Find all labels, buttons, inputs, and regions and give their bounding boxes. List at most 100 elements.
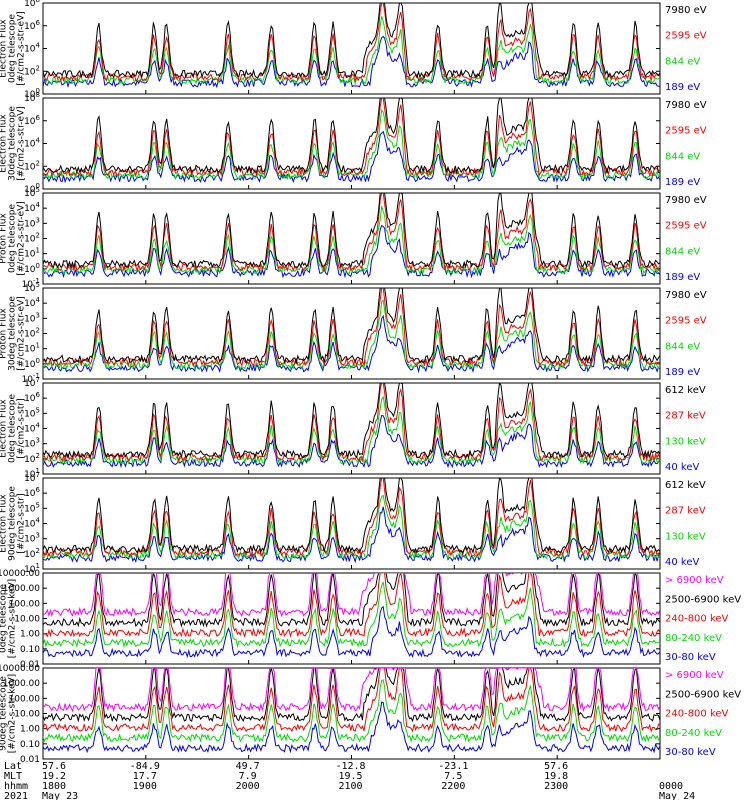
y-tick-label: 105	[24, 186, 40, 199]
series-line	[43, 383, 660, 463]
legend-entry: 7980 eV	[665, 195, 707, 206]
series-layer	[43, 98, 660, 184]
legend-entry: 2595 eV	[665, 316, 707, 327]
panel-6: 101 102 103 104 105 106 107 MEPEDElectron Flux9…	[0, 471, 706, 575]
y-tick-label: 100.00	[9, 599, 41, 609]
series-line	[43, 668, 660, 733]
y-tick-label: 102	[24, 159, 40, 172]
series-line	[43, 679, 660, 744]
y-axis-label: 90deg telescope[#/cm2-s-str-keV]	[0, 674, 18, 753]
y-tick-label: 10-1	[22, 277, 40, 290]
series-line	[43, 193, 660, 269]
x-tick-label: 2000	[236, 781, 260, 792]
series-line	[43, 478, 660, 558]
y-tick-label: 100	[24, 182, 40, 195]
legend-entry: 30-80 keV	[665, 652, 716, 663]
series-layer	[43, 668, 660, 754]
y-tick-label: 102	[24, 327, 40, 340]
series-line	[43, 668, 660, 723]
legend-entry: 240-800 keV	[665, 614, 729, 625]
y-tick-label: 107	[24, 376, 40, 389]
legend-entry: 189 eV	[665, 272, 700, 283]
y-tick-label: 108	[24, 91, 40, 104]
panel-1: 100 102 104 106 108 TEDElectron Flux0deg tele…	[0, 0, 707, 100]
y-tick-label: 10.00	[14, 615, 40, 625]
x-tick-label: 19.5	[338, 771, 362, 782]
x-tick-label: 1900	[133, 781, 157, 792]
series-line	[43, 98, 660, 175]
y-tick-label: 0.01	[20, 660, 40, 670]
series-line	[43, 193, 660, 273]
y-tick-label: 101	[24, 467, 40, 480]
x-row-label: Lat	[4, 761, 22, 772]
y-axis-label: MEPEDElectron Flux0deg telescope[#/cm2-s…	[0, 394, 27, 464]
series-line	[43, 108, 660, 181]
y-tick-label: 10000.00	[0, 664, 40, 674]
y-tick-label: 1.00	[20, 630, 40, 640]
y-tick-label: 104	[24, 422, 40, 435]
series-layer	[43, 193, 660, 279]
series-layer	[43, 3, 660, 89]
legend-entry: 287 keV	[665, 506, 706, 517]
series-layer	[43, 383, 660, 469]
y-tick-label: 106	[24, 19, 40, 32]
y-axis-label: TEDProton Flux30deg telescope[#/cm2-s-st…	[0, 296, 27, 371]
y-tick-label: 10.00	[14, 710, 40, 720]
y-tick-label: 105	[24, 501, 40, 514]
series-line	[43, 130, 660, 184]
panel-8: 0.01 0.10 1.00 10.00 100.00 1000.00 10000.0090…	[0, 664, 741, 765]
y-axis-label: TEDElectron Flux0deg telescope[#/cm2-s-s…	[0, 11, 27, 86]
y-tick-label: 1.00	[20, 725, 40, 735]
y-tick-label: 104	[24, 517, 40, 530]
y-tick-label: 103	[24, 311, 40, 324]
x-tick-label: 0000	[659, 781, 683, 792]
legend-entry: 189 eV	[665, 82, 700, 93]
y-tick-label: 100	[24, 262, 40, 275]
x-tick-label: -23.1	[438, 761, 468, 772]
y-tick-label: 0.10	[20, 645, 40, 655]
legend-entry: 2595 eV	[665, 221, 707, 232]
y-tick-label: 0.10	[20, 740, 40, 750]
y-axis-label: MEPEDElectron Flux90deg telescope[#/cm2-…	[0, 486, 27, 561]
y-tick-label: 104	[24, 137, 40, 150]
x-tick-label: 7.9	[239, 771, 257, 782]
x-tick-label: 17.7	[133, 771, 157, 782]
legend-entry: 40 keV	[665, 462, 699, 473]
x-tick-label: 2200	[441, 781, 465, 792]
y-tick-label: 108	[24, 0, 40, 9]
y-tick-label: 104	[24, 201, 40, 214]
x-tick-label: May 23	[42, 791, 78, 800]
y-tick-label: 103	[24, 216, 40, 229]
legend-entry: 7980 eV	[665, 290, 707, 301]
legend-entry: 40 keV	[665, 557, 699, 568]
y-tick-label: 106	[24, 391, 40, 404]
x-tick-label: May 24	[659, 791, 695, 800]
x-row-label: MLT	[4, 771, 22, 782]
x-tick-label: 49.7	[236, 761, 260, 772]
panel-7: 0.01 0.10 1.00 10.00 100.00 1000.00 10000.000d…	[0, 569, 741, 670]
x-tick-label: 2300	[544, 781, 568, 792]
y-tick-label: 0.01	[20, 755, 40, 765]
y-tick-label: 100	[24, 87, 40, 100]
legend-entry: 80-240 keV	[665, 633, 722, 644]
series-line	[43, 299, 660, 371]
y-tick-label: 102	[24, 64, 40, 77]
y-tick-label: 102	[24, 452, 40, 465]
series-line	[43, 573, 660, 618]
legend-entry: 7980 eV	[665, 100, 707, 111]
y-axis-label: TEDElectron Flux30deg telescope[#/cm2-s-…	[0, 106, 27, 181]
panel-5: 101 102 103 104 105 106 107 MEPEDElectron Flux0…	[0, 376, 706, 480]
y-tick-label: 101	[24, 342, 40, 355]
y-axis-label: TEDProton Flux0deg telescope[#/cm2-s-str…	[0, 201, 27, 276]
y-axis-label: 0deg telescope[#/cm2-s-str-keV]	[0, 579, 18, 658]
x-row-label: 2021	[4, 791, 28, 800]
legend-entry: > 6900 keV	[665, 575, 724, 586]
x-tick-label: 2100	[338, 781, 362, 792]
legend-entry: 844 eV	[665, 341, 700, 352]
legend-entry: 844 eV	[665, 56, 700, 67]
x-row-label: hhmm	[4, 781, 28, 792]
legend-entry: 7980 eV	[665, 5, 707, 16]
x-tick-label: 19.8	[544, 771, 568, 782]
panel-2: 100 102 104 106 108 TEDElectron Flux30deg tel…	[0, 91, 707, 195]
